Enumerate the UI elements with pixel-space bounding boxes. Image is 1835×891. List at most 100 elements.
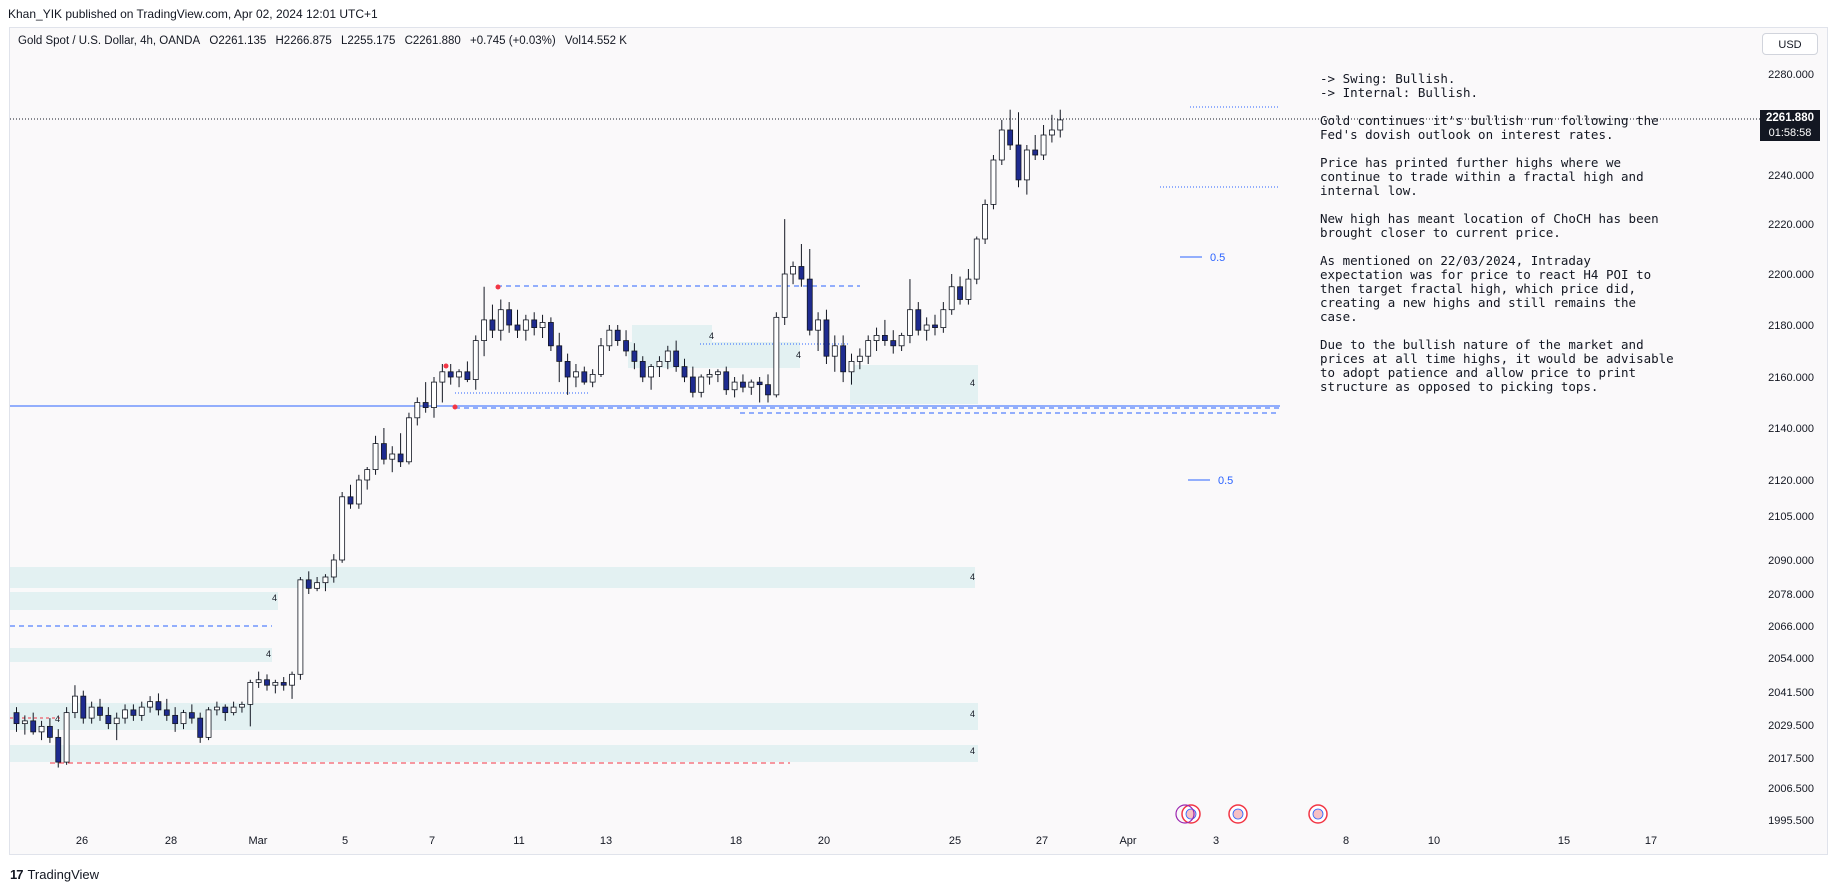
y-tick-label: 2280.000 <box>1768 69 1814 81</box>
candle-body <box>72 695 78 714</box>
candle-body <box>264 679 270 686</box>
candle-body <box>1023 149 1030 181</box>
candle-body <box>489 319 496 331</box>
candle-body <box>915 309 922 331</box>
ohlc-high: H2266.875 <box>275 35 332 47</box>
candle-body <box>648 366 654 378</box>
candle-body <box>598 345 604 375</box>
candle-body <box>314 582 321 589</box>
y-tick-label: 2029.500 <box>1768 720 1814 732</box>
y-tick-label: 2180.000 <box>1768 320 1814 332</box>
analysis-note: -> Swing: Bullish. -> Internal: Bullish.… <box>1320 72 1680 408</box>
y-tick-label: 2140.000 <box>1768 423 1814 435</box>
poi-zone <box>10 648 272 662</box>
candle-body <box>280 682 287 686</box>
tradingview-logo[interactable]: 17 TradingView <box>10 867 99 882</box>
candle-body <box>339 496 346 561</box>
x-tick-label: 13 <box>600 835 612 847</box>
candle-body <box>63 712 70 763</box>
candle-body <box>272 682 279 686</box>
candle-body <box>589 373 596 383</box>
x-tick-label: Mar <box>249 835 268 847</box>
note-paragraph: Due to the bullish nature of the market … <box>1320 337 1674 394</box>
candle-body <box>706 373 713 378</box>
candle-body <box>957 286 963 300</box>
fib-label: 0.5 <box>1210 252 1225 264</box>
x-tick-label: Apr <box>1119 835 1136 847</box>
candle-body <box>965 278 972 300</box>
candle-body <box>522 319 529 331</box>
y-tick-label: 2200.000 <box>1768 269 1814 281</box>
x-tick-label: 17 <box>1645 835 1657 847</box>
candle-body <box>823 319 830 357</box>
fractal-point <box>452 404 458 410</box>
currency-button[interactable]: USD <box>1762 33 1818 55</box>
candle-body <box>998 129 1005 161</box>
candle-body <box>13 712 20 725</box>
y-tick-label: 2105.000 <box>1768 511 1814 523</box>
candle-body <box>564 360 571 378</box>
candle-body <box>1057 119 1064 131</box>
candle-body <box>447 371 454 378</box>
candle-body <box>213 706 220 711</box>
flag-icon <box>1312 808 1324 820</box>
y-tick-label: 2017.500 <box>1768 753 1814 765</box>
zone-label: 4 <box>796 350 801 360</box>
symbol-legend: Gold Spot / U.S. Dollar, 4h, OANDA O2261… <box>18 35 633 47</box>
candle-body <box>548 322 554 347</box>
candle-body <box>255 679 262 683</box>
candle-body <box>464 371 471 380</box>
candle-body <box>305 579 312 589</box>
candle-body <box>773 316 780 396</box>
candle-body <box>147 701 154 708</box>
candle-body <box>506 309 513 326</box>
x-tick-label: 28 <box>165 835 177 847</box>
x-tick-label: 7 <box>429 835 435 847</box>
zone-label: 4 <box>970 709 975 719</box>
zone-label: 4 <box>970 746 975 756</box>
candle-body <box>948 286 955 311</box>
candle-body <box>806 278 813 331</box>
published-caption: Khan_YIK published on TradingView.com, A… <box>8 7 378 21</box>
candle-body <box>531 319 538 328</box>
x-tick-label: 25 <box>949 835 961 847</box>
x-tick-label: 20 <box>818 835 830 847</box>
fractal-point <box>443 363 449 369</box>
y-tick-label: 2120.000 <box>1768 475 1814 487</box>
candle-body <box>113 717 120 725</box>
y-tick-label: 1995.500 <box>1768 815 1814 827</box>
x-tick-label: 26 <box>76 835 88 847</box>
note-paragraph: Price has printed further highs where we… <box>1320 155 1644 198</box>
candle-body <box>689 376 696 393</box>
poi-zone <box>10 745 978 762</box>
candle-body <box>664 350 671 362</box>
candle-body <box>514 324 521 331</box>
candle-body <box>1032 149 1039 156</box>
y-tick-label: 2041.500 <box>1768 687 1814 699</box>
candle-body <box>55 736 62 763</box>
candle-body <box>781 273 788 318</box>
candle-body <box>163 709 170 716</box>
candle-body <box>614 329 621 342</box>
note-paragraph: Gold continues it's bullish run followin… <box>1320 113 1659 142</box>
symbol-name[interactable]: Gold Spot / U.S. Dollar, 4h, OANDA <box>18 35 201 47</box>
candle-body <box>765 384 771 396</box>
x-tick-label: 10 <box>1428 835 1440 847</box>
candle-body <box>1007 129 1014 146</box>
candle-body <box>88 706 95 719</box>
candle-body <box>422 402 429 408</box>
candle-body <box>80 695 87 719</box>
flag-icon <box>1232 808 1244 820</box>
y-tick-label: 2220.000 <box>1768 219 1814 231</box>
candle-body <box>247 682 254 705</box>
zone-label: 4 <box>709 331 714 341</box>
ohlc-low: L2255.175 <box>340 35 396 47</box>
candle-body <box>180 712 187 725</box>
candle-body <box>973 238 980 280</box>
poi-zone <box>10 592 278 610</box>
candle-body <box>230 706 237 714</box>
zone-label: 4 <box>970 378 975 388</box>
candle-body <box>1040 134 1047 156</box>
candle-body <box>623 340 629 352</box>
